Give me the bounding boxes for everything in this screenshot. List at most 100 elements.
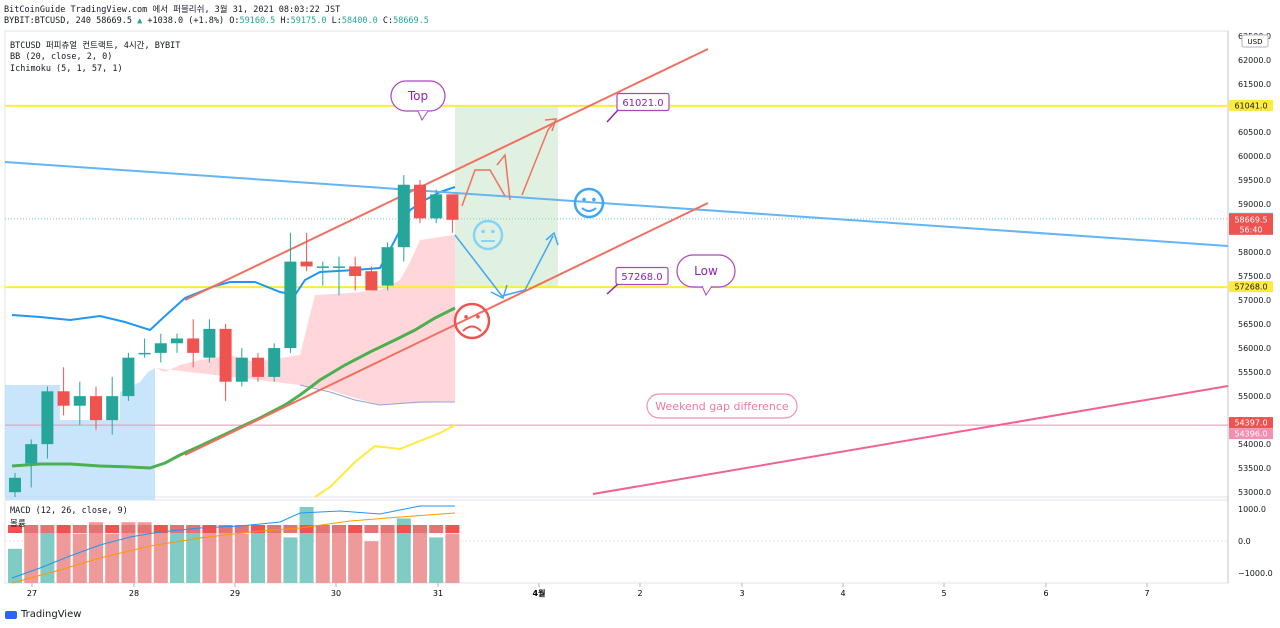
- chart-title: BTCUSD 퍼피츄얼 컨트랙트, 4시간, BYBIT: [10, 41, 181, 51]
- candle-body: [171, 338, 183, 344]
- descending-trendline: [4, 161, 1229, 247]
- x-tick-label: 4월: [533, 588, 546, 598]
- y-tick-label: 59000.0: [1238, 200, 1271, 209]
- y-tick-label: 54000.0: [1238, 440, 1271, 449]
- happy-face-icon: [573, 187, 605, 219]
- face-eye: [476, 314, 480, 319]
- macd-histogram-bar: [380, 525, 395, 533]
- price-tag: 61041.0: [1234, 101, 1267, 110]
- macd-tick-label: 0.0: [1238, 537, 1251, 546]
- face-eye: [464, 314, 468, 319]
- price-tag-bg: [1229, 223, 1273, 235]
- macd-histogram-bar: [315, 525, 330, 533]
- volume-bar: [24, 526, 39, 583]
- close-label: C:: [382, 16, 394, 26]
- price-tag-bg: [1229, 281, 1273, 293]
- volume-bar: [234, 533, 249, 583]
- y-tick-label: 56000.0: [1238, 344, 1271, 353]
- volume-bar: [40, 529, 55, 583]
- candle-body: [73, 396, 86, 406]
- signal-line: [11, 512, 456, 584]
- macd-histogram-bar: [251, 525, 265, 533]
- macd-histogram-bar: [348, 525, 363, 533]
- volume-bar: [186, 526, 201, 583]
- volume-bar: [121, 522, 136, 583]
- y-tick-label: 53500.0: [1238, 464, 1271, 473]
- y-tick-label: 60000.0: [1238, 152, 1271, 161]
- volume-bar: [267, 529, 282, 583]
- volume-bar: [218, 526, 233, 583]
- candle-body: [25, 444, 38, 464]
- macd-line: [11, 505, 455, 579]
- sad-face-icon: [453, 302, 491, 340]
- macd-histogram-bar: [72, 525, 87, 533]
- volume-bar: [72, 533, 87, 583]
- price-tag-bg: [1229, 417, 1273, 429]
- candle-body: [284, 261, 297, 349]
- price-tag: 57268.0: [1234, 283, 1267, 292]
- weekend-gap-trendline: [592, 385, 1229, 495]
- macd-histogram-bar: [364, 525, 379, 533]
- low-label: Low: [694, 264, 718, 278]
- candle-body: [300, 261, 313, 267]
- price-tag: 56:40: [1239, 225, 1262, 234]
- macd-histogram-bar: [396, 525, 411, 533]
- face-outline: [573, 187, 605, 219]
- volume-bar: [332, 529, 346, 583]
- x-tick-label: 3: [739, 589, 744, 598]
- bb-legend: BB (20, close, 2, 0): [10, 52, 113, 62]
- x-tick-label: 2: [637, 589, 642, 598]
- tradingview-logo[interactable]: TradingView: [5, 609, 81, 620]
- volume-bar: [396, 518, 411, 583]
- candle-body: [138, 352, 151, 355]
- macd-histogram-bar: [137, 525, 152, 533]
- price-61021-label-box: [616, 92, 670, 112]
- pointer-57268: [606, 283, 619, 295]
- channel-upper: [184, 48, 709, 301]
- branding-text: TradingView: [21, 609, 82, 620]
- volume-bar: [56, 526, 71, 583]
- close-value: 58669.5: [393, 16, 429, 26]
- macd-histogram-bar: [445, 525, 460, 533]
- arrow-head-top: [544, 118, 558, 132]
- forecast-path-down: [454, 234, 554, 297]
- x-tick-label: 7: [1144, 589, 1149, 598]
- candle-body: [252, 357, 264, 377]
- low-label-pointer: [701, 285, 713, 297]
- candle-body: [414, 184, 426, 219]
- volume-bar: [299, 507, 314, 583]
- y-tick-label: 55000.0: [1238, 392, 1271, 401]
- weekend-gap-label-box: [646, 393, 798, 419]
- candle-body: [106, 396, 119, 421]
- x-tick-label: 28: [129, 589, 139, 598]
- candle-body: [122, 357, 135, 397]
- open-value: 59160.5: [239, 16, 276, 26]
- low-value: 58400.0: [341, 16, 378, 26]
- kumo-cloud-red: [155, 235, 455, 405]
- candle-body: [90, 396, 102, 421]
- volume-bar: [429, 537, 444, 583]
- candle-body: [235, 357, 248, 382]
- volume-bar: [283, 537, 298, 583]
- price-tag: 54397.0: [1234, 419, 1267, 428]
- face-eye: [481, 229, 485, 234]
- macd-histogram-bar: [170, 525, 184, 533]
- channel-lower: [184, 202, 709, 456]
- price-tag: 58669.5: [1234, 215, 1267, 224]
- forecast-path-up: [461, 169, 506, 207]
- price-61021-label: 61021.0: [622, 98, 663, 109]
- volume-bar: [105, 533, 120, 583]
- y-tick-label: 59500.0: [1238, 176, 1271, 185]
- macd-histogram-bar: [202, 525, 217, 533]
- triangle-up-icon: ▲: [137, 16, 143, 26]
- volume-bar: [89, 522, 103, 583]
- volume-bar: [8, 548, 22, 583]
- ichimoku-legend: Ichimoku (5, 1, 57, 1): [10, 64, 123, 74]
- ohlc-header: BYBIT:BTCUSD, 240 58669.5 ▲ +1038.0 (+1.…: [4, 16, 429, 26]
- candle-body: [187, 338, 200, 353]
- weekend-gap-label: Weekend gap difference: [655, 400, 789, 413]
- candle-body: [9, 477, 21, 493]
- macd-histogram-bar: [121, 525, 136, 533]
- macd-tick-label: 1000.0: [1238, 505, 1266, 514]
